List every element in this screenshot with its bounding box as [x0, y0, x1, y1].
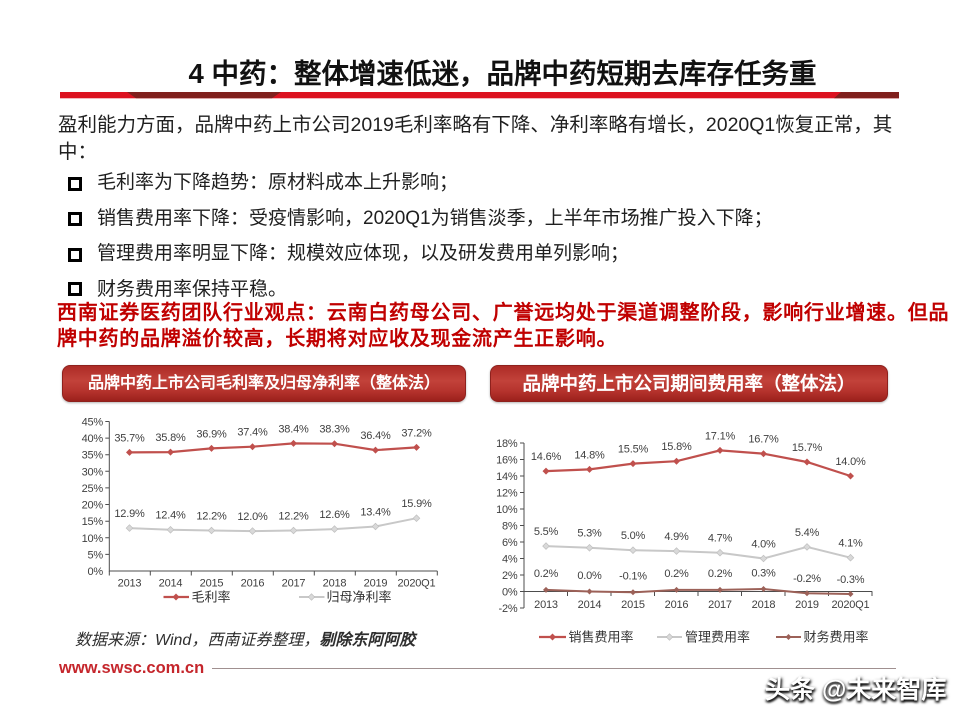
svg-text:5.3%: 5.3%: [577, 528, 602, 540]
svg-text:-2%: -2%: [499, 603, 518, 615]
svg-text:35.7%: 35.7%: [114, 432, 145, 444]
svg-text:2014: 2014: [159, 578, 183, 590]
svg-text:12.6%: 12.6%: [319, 509, 350, 521]
svg-text:2%: 2%: [502, 570, 518, 582]
svg-text:6%: 6%: [502, 537, 518, 549]
svg-text:14.8%: 14.8%: [574, 449, 605, 461]
svg-text:2016: 2016: [665, 599, 689, 611]
svg-text:12.0%: 12.0%: [237, 511, 268, 523]
svg-text:2020Q1: 2020Q1: [398, 578, 436, 590]
svg-text:4.9%: 4.9%: [664, 531, 689, 543]
svg-text:15.7%: 15.7%: [792, 442, 823, 454]
svg-text:15%: 15%: [82, 516, 104, 528]
svg-text:5%: 5%: [88, 549, 104, 561]
svg-text:10%: 10%: [82, 533, 104, 545]
svg-text:0.2%: 0.2%: [534, 568, 559, 580]
svg-text:归母净利率: 归母净利率: [327, 590, 392, 605]
svg-text:-0.3%: -0.3%: [837, 574, 865, 586]
svg-text:14.6%: 14.6%: [531, 451, 562, 463]
svg-text:2013: 2013: [534, 599, 558, 611]
svg-text:15.9%: 15.9%: [401, 498, 432, 510]
svg-text:2015: 2015: [621, 599, 645, 611]
svg-text:5.4%: 5.4%: [795, 527, 820, 539]
svg-text:8%: 8%: [502, 521, 518, 533]
svg-text:20%: 20%: [82, 500, 104, 512]
svg-text:12%: 12%: [496, 488, 518, 500]
svg-text:4%: 4%: [502, 554, 518, 566]
svg-text:0.3%: 0.3%: [751, 567, 776, 579]
svg-text:14.0%: 14.0%: [835, 456, 866, 468]
svg-text:2018: 2018: [752, 599, 776, 611]
svg-text:36.9%: 36.9%: [196, 428, 227, 440]
svg-text:2016: 2016: [241, 578, 265, 590]
svg-text:36.4%: 36.4%: [360, 430, 391, 442]
svg-text:0%: 0%: [502, 587, 518, 599]
svg-text:4.0%: 4.0%: [751, 538, 776, 550]
svg-text:16.7%: 16.7%: [748, 434, 779, 446]
svg-text:10%: 10%: [496, 504, 518, 516]
svg-text:管理费用率: 管理费用率: [685, 630, 750, 645]
svg-text:5.0%: 5.0%: [621, 530, 646, 542]
svg-text:12.4%: 12.4%: [155, 510, 186, 522]
svg-text:4.7%: 4.7%: [708, 533, 733, 545]
svg-text:25%: 25%: [82, 483, 104, 495]
svg-text:40%: 40%: [82, 433, 104, 445]
svg-text:0%: 0%: [88, 566, 104, 578]
svg-text:37.2%: 37.2%: [401, 427, 432, 439]
svg-text:毛利率: 毛利率: [192, 590, 231, 605]
svg-text:2017: 2017: [282, 578, 306, 590]
svg-text:37.4%: 37.4%: [237, 427, 268, 439]
svg-text:18%: 18%: [496, 438, 518, 450]
svg-text:2015: 2015: [200, 578, 224, 590]
svg-text:5.5%: 5.5%: [534, 526, 559, 538]
svg-text:2019: 2019: [795, 599, 819, 611]
svg-text:2017: 2017: [708, 599, 732, 611]
svg-text:14%: 14%: [496, 471, 518, 483]
svg-text:-0.1%: -0.1%: [619, 571, 647, 583]
svg-text:35%: 35%: [82, 450, 104, 462]
svg-text:45%: 45%: [82, 417, 104, 429]
svg-text:12.9%: 12.9%: [114, 508, 145, 520]
svg-text:17.1%: 17.1%: [705, 430, 736, 442]
svg-text:38.3%: 38.3%: [319, 424, 350, 436]
svg-text:0.0%: 0.0%: [577, 570, 602, 582]
svg-text:12.2%: 12.2%: [278, 510, 309, 522]
svg-text:销售费用率: 销售费用率: [569, 630, 634, 645]
svg-text:15.8%: 15.8%: [661, 441, 692, 453]
svg-text:-0.2%: -0.2%: [793, 573, 821, 585]
svg-text:2019: 2019: [364, 578, 388, 590]
svg-text:16%: 16%: [496, 455, 518, 467]
svg-text:0.2%: 0.2%: [664, 568, 689, 580]
svg-text:13.4%: 13.4%: [360, 506, 391, 518]
svg-text:财务费用率: 财务费用率: [804, 630, 869, 645]
svg-text:30%: 30%: [82, 466, 104, 478]
svg-text:0.2%: 0.2%: [708, 568, 733, 580]
svg-text:2018: 2018: [323, 578, 347, 590]
svg-text:2013: 2013: [118, 578, 142, 590]
svg-text:2014: 2014: [578, 599, 602, 611]
svg-text:35.8%: 35.8%: [155, 432, 186, 444]
svg-text:12.2%: 12.2%: [196, 510, 227, 522]
svg-text:4.1%: 4.1%: [838, 538, 863, 550]
svg-text:38.4%: 38.4%: [278, 423, 309, 435]
svg-text:15.5%: 15.5%: [618, 444, 649, 456]
svg-text:2020Q1: 2020Q1: [832, 599, 870, 611]
